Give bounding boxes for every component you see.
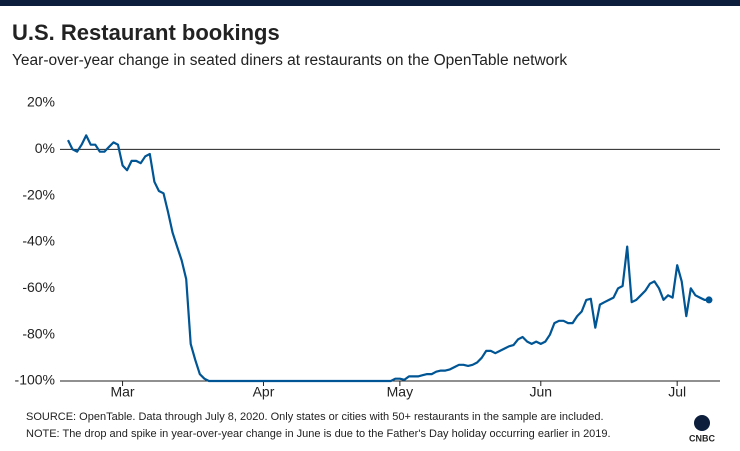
- x-tick-label: Mar: [110, 384, 134, 400]
- y-tick-label: -20%: [22, 186, 55, 202]
- x-tick-label: May: [387, 384, 413, 400]
- y-tick-label: 0%: [35, 140, 55, 156]
- y-tick-label: 20%: [27, 94, 55, 110]
- x-tick-label: Jun: [530, 384, 553, 400]
- note: NOTE: The drop and spike in year-over-ye…: [26, 428, 611, 440]
- end-marker: [705, 296, 713, 304]
- chart-subtitle: Year-over-year change in seated diners a…: [12, 52, 567, 69]
- logo-text: CNBC: [689, 433, 715, 443]
- y-tick-label: -80%: [22, 325, 55, 341]
- x-tick-label: Apr: [253, 384, 275, 400]
- y-tick-label: -100%: [15, 372, 55, 388]
- x-tick-label: Jul: [668, 384, 686, 400]
- logo-mark: [694, 415, 710, 431]
- y-tick-label: -60%: [22, 279, 55, 295]
- source-note: SOURCE: OpenTable. Data through July 8, …: [26, 411, 604, 423]
- y-tick-label: -40%: [22, 233, 55, 249]
- logo: CNBC: [689, 415, 715, 443]
- data-line: [67, 134, 709, 383]
- top-bar: [0, 0, 740, 6]
- chart-title: U.S. Restaurant bookings: [12, 20, 280, 45]
